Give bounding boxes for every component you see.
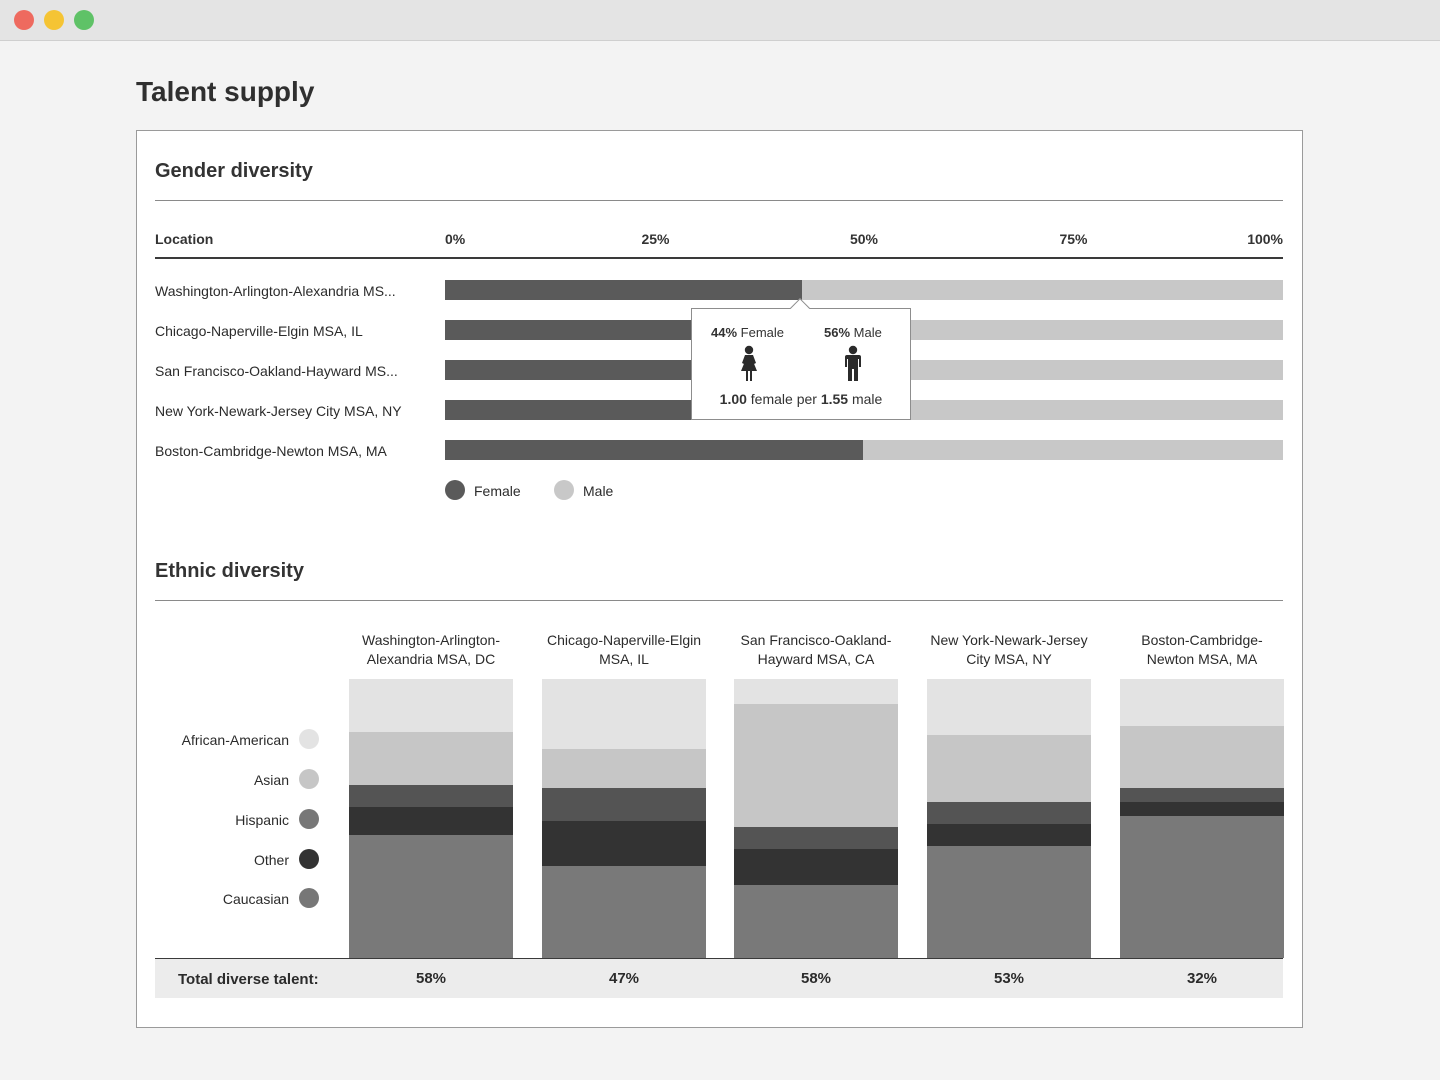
total-diverse-value: 32% bbox=[1186, 970, 1218, 987]
tooltip-male-label: 56% Male bbox=[824, 325, 882, 340]
ethnic-segment-other[interactable] bbox=[734, 849, 898, 886]
ethnic-legend-swatch bbox=[299, 769, 319, 789]
ethnic-legend-label: African-American bbox=[181, 732, 289, 748]
ethnic-legend-label: Asian bbox=[253, 772, 289, 788]
female-legend-swatch bbox=[445, 480, 465, 500]
ethnic-legend-swatch bbox=[299, 849, 319, 869]
ethnic-column-header: New York-Newark-Jersey City MSA, NY bbox=[930, 632, 1088, 667]
male-bar[interactable] bbox=[445, 280, 1283, 300]
ethnic-segment-asian[interactable] bbox=[542, 748, 706, 788]
location-label: Washington-Arlington-Alexandria MS... bbox=[155, 283, 396, 299]
ethnic-segment-african-american[interactable] bbox=[734, 679, 898, 705]
talent-supply-card bbox=[136, 130, 1303, 1028]
location-label: San Francisco-Oakland-Hayward MS... bbox=[155, 363, 398, 379]
ethnic-diversity-title: Ethnic diversity bbox=[155, 560, 304, 582]
tooltip-female-label: 44% Female bbox=[711, 325, 785, 340]
ethnic-segment-african-american[interactable] bbox=[349, 679, 513, 733]
ethnic-legend-label: Caucasian bbox=[222, 891, 289, 907]
male-legend-label: Male bbox=[583, 483, 614, 499]
ethnic-divider bbox=[155, 600, 1283, 601]
ethnic-segment-asian[interactable] bbox=[927, 734, 1091, 802]
ethnic-segment-african-american[interactable] bbox=[542, 679, 706, 749]
ethnic-segment-african-american[interactable] bbox=[1120, 679, 1284, 727]
total-diverse-value: 58% bbox=[415, 970, 447, 987]
ethnic-segment-caucasian[interactable] bbox=[542, 865, 706, 958]
ethnic-stacked-bar[interactable] bbox=[349, 679, 513, 958]
ethnic-legend-swatch bbox=[299, 809, 319, 829]
x-tick-label: 25% bbox=[641, 231, 670, 247]
male-bar[interactable] bbox=[445, 440, 1283, 460]
total-diverse-talent-label: Total diverse talent: bbox=[178, 971, 319, 988]
x-tick-label: 100% bbox=[1247, 231, 1283, 247]
ethnic-column-header: San Francisco-Oakland-Hayward MSA, CA bbox=[740, 632, 892, 667]
x-tick-label: 0% bbox=[445, 231, 466, 247]
ethnic-segment-caucasian[interactable] bbox=[734, 885, 898, 958]
ethnic-segment-hispanic[interactable] bbox=[734, 826, 898, 850]
x-tick-label: 75% bbox=[1059, 231, 1088, 247]
male-person-icon bbox=[845, 345, 861, 381]
location-label: New York-Newark-Jersey City MSA, NY bbox=[155, 403, 402, 419]
ethnic-segment-caucasian[interactable] bbox=[349, 835, 513, 958]
ethnic-column-header: Boston-Cambridge-Newton MSA, MA bbox=[1141, 632, 1263, 667]
window-titlebar bbox=[0, 0, 1440, 41]
total-diverse-value: 47% bbox=[608, 970, 640, 987]
female-bar[interactable] bbox=[445, 440, 863, 460]
ethnic-segment-african-american[interactable] bbox=[927, 679, 1091, 735]
ethnic-segment-caucasian[interactable] bbox=[927, 846, 1091, 958]
female-legend-label: Female bbox=[474, 483, 521, 499]
ethnic-segment-caucasian[interactable] bbox=[1120, 815, 1284, 958]
female-bar[interactable] bbox=[445, 280, 802, 300]
ethnic-legend-label: Other bbox=[253, 852, 289, 868]
ethnic-segment-other[interactable] bbox=[542, 821, 706, 866]
gender-diversity-title: Gender diversity bbox=[155, 160, 313, 182]
page-title: Talent supply bbox=[136, 76, 315, 107]
male-legend-swatch bbox=[554, 480, 574, 500]
minimize-window-button[interactable] bbox=[44, 10, 64, 30]
total-diverse-talent-row: Total diverse talent: bbox=[155, 958, 1283, 998]
location-label: Chicago-Naperville-Elgin MSA, IL bbox=[155, 323, 363, 339]
total-diverse-value: 58% bbox=[800, 970, 832, 987]
ethnic-segment-asian[interactable] bbox=[1120, 726, 1284, 788]
maximize-window-button[interactable] bbox=[74, 10, 94, 30]
ethnic-stacked-bar[interactable] bbox=[734, 679, 898, 958]
ethnic-segment-other[interactable] bbox=[1120, 801, 1284, 816]
ethnic-legend-swatch bbox=[299, 729, 319, 749]
ethnic-column-header: Chicago-Naperville-Elgin MSA, IL bbox=[546, 632, 702, 667]
ethnic-segment-hispanic[interactable] bbox=[927, 801, 1091, 825]
tooltip-ratio: 1.00 female per 1.55 male bbox=[719, 391, 883, 407]
ethnic-segment-hispanic[interactable] bbox=[349, 785, 513, 808]
close-window-button[interactable] bbox=[14, 10, 34, 30]
ethnic-legend-swatch bbox=[299, 888, 319, 908]
gender-tooltip: 44% Female 56% Male 1.00 female per 1.55… bbox=[691, 298, 911, 420]
female-person-icon bbox=[741, 345, 757, 381]
x-tick-label: 50% bbox=[849, 231, 879, 247]
ethnic-stacked-bar[interactable] bbox=[1120, 679, 1284, 958]
gender-divider bbox=[155, 200, 1283, 201]
ethnic-segment-other[interactable] bbox=[927, 824, 1091, 847]
ethnic-segment-hispanic[interactable] bbox=[542, 787, 706, 822]
gender-header-rule bbox=[155, 257, 1283, 259]
ethnic-legend-label: Hispanic bbox=[235, 812, 289, 828]
ethnic-column-header: Washington-Arlington-Alexandria MSA, DC bbox=[362, 632, 500, 667]
ethnic-segment-asian[interactable] bbox=[349, 732, 513, 786]
location-header: Location bbox=[155, 231, 214, 247]
ethnic-segment-asian[interactable] bbox=[734, 704, 898, 827]
ethnic-stacked-bar[interactable] bbox=[542, 679, 706, 958]
total-diverse-value: 53% bbox=[993, 970, 1025, 987]
ethnic-segment-other[interactable] bbox=[349, 807, 513, 836]
ethnic-stacked-bar[interactable] bbox=[927, 679, 1091, 958]
location-label: Boston-Cambridge-Newton MSA, MA bbox=[155, 443, 387, 459]
ethnic-segment-hispanic[interactable] bbox=[1120, 787, 1284, 802]
